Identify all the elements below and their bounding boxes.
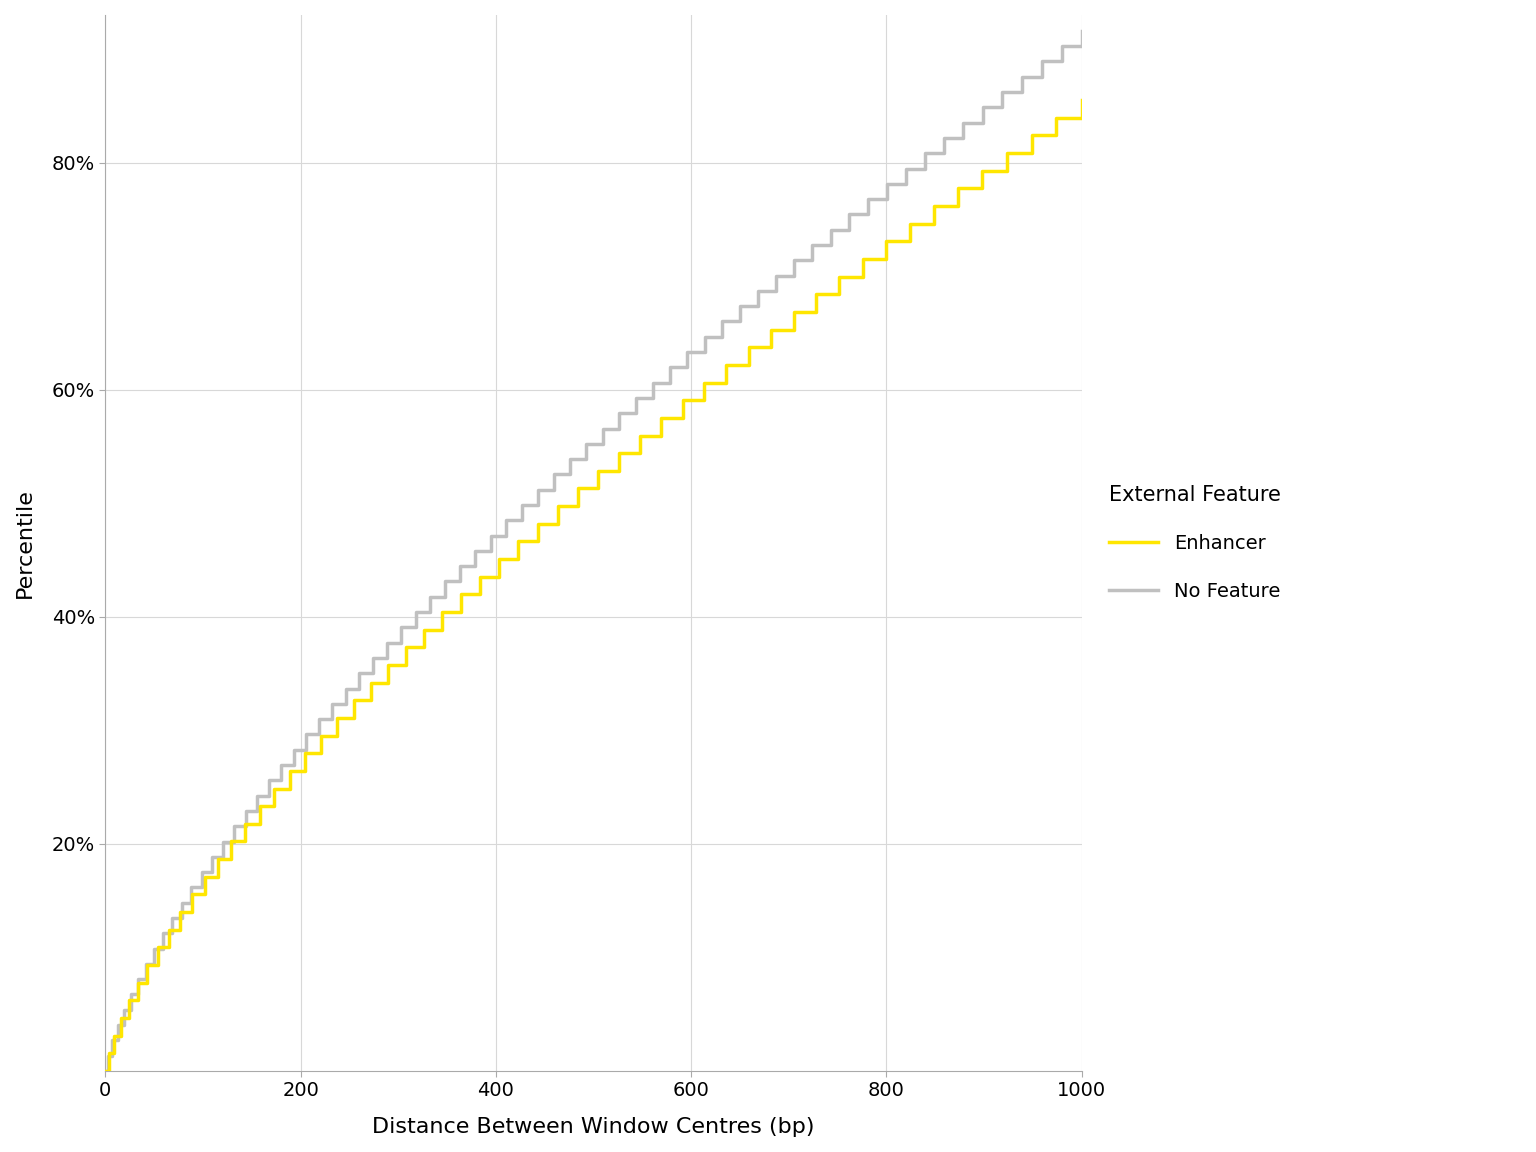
- Enhancer: [528, 517, 547, 531]
- No Feature: [298, 728, 316, 742]
- Y-axis label: Percentile: Percentile: [15, 488, 35, 598]
- Enhancer: [100, 1046, 118, 1060]
- Enhancer: [590, 464, 608, 478]
- Enhancer: [329, 711, 347, 725]
- Line: No Feature: No Feature: [106, 31, 1081, 1071]
- Enhancer: [762, 323, 780, 336]
- No Feature: [1072, 24, 1091, 38]
- No Feature: [192, 865, 210, 879]
- No Feature: [121, 987, 140, 1001]
- Enhancer: [631, 429, 650, 442]
- No Feature: [154, 926, 172, 940]
- Line: Enhancer: Enhancer: [106, 100, 1081, 1071]
- No Feature: [544, 468, 562, 482]
- Enhancer: [1072, 93, 1091, 107]
- No Feature: [310, 712, 329, 726]
- Enhancer: [97, 1064, 115, 1078]
- No Feature: [97, 1064, 115, 1078]
- Legend: Enhancer, No Feature: Enhancer, No Feature: [1101, 477, 1289, 609]
- X-axis label: Distance Between Window Centres (bp): Distance Between Window Centres (bp): [372, 1117, 814, 1137]
